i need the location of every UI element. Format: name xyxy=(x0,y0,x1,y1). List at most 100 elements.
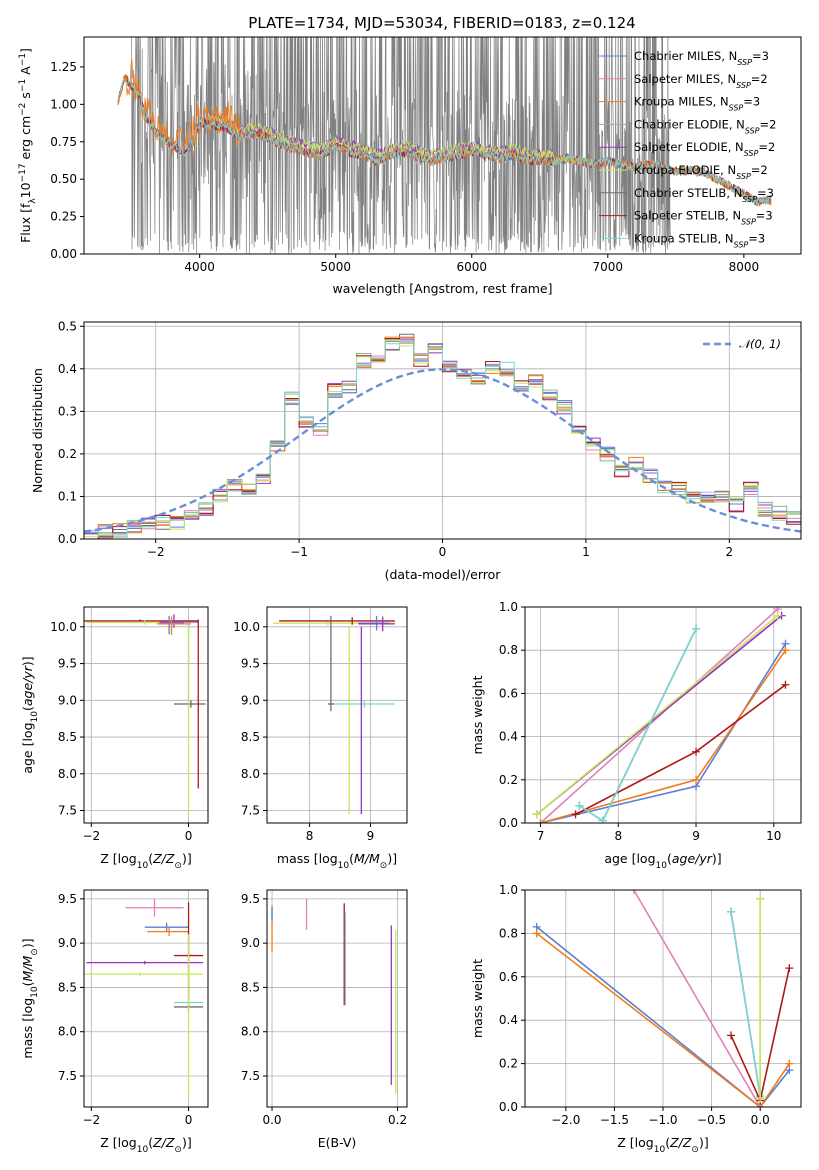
y-tick-label: 0.8 xyxy=(499,926,518,940)
x-tick-label: 5000 xyxy=(320,260,351,274)
chart-Z_age: −2 0 7.5 8.0 8.5 9.0 9.5 10.0 Z [log10(Z/Z⊙)] age… xyxy=(20,606,209,871)
legend-entry: Kroupa ELODIE, NSSP=2 xyxy=(634,163,768,181)
x-tick-label: 7000 xyxy=(593,260,624,274)
mass_age-x-axis-label: mass [log10(M/M⊙)] xyxy=(277,851,397,871)
chart-residual_hist: −2 −1 0 1 2 0.0 0.1 0.2 0.3 0.4 0.5 (data-model)/er… xyxy=(30,319,802,582)
y-tick-label: 9.5 xyxy=(58,892,77,906)
x-tick-label: 0.0 xyxy=(751,1113,770,1127)
series-point xyxy=(532,929,541,938)
series-point xyxy=(598,816,607,823)
y-tick-label: 0.4 xyxy=(499,730,518,744)
series-point xyxy=(781,680,790,689)
plot-layer: 4000 5000 6000 7000 80000.000.250.500.751.00… xyxy=(18,36,802,1155)
chart-Z_massweight: −2.0 −1.5 −1.0 −0.5 0.0 0.0 0.2 0.4 0.6 0.8 1.0 Z [… xyxy=(470,883,802,1155)
chart-ebv_mass: 0.0 0.2 7.5 8.0 8.5 9.0 9.5 E(B-V) xyxy=(241,889,408,1150)
x-tick-label: 9 xyxy=(692,829,700,843)
mass_age-plot-area xyxy=(267,607,407,823)
chart-age_massweight: 7 8 9 10 0.0 0.2 0.4 0.6 0.8 1.0 age [log10(age/yr… xyxy=(470,600,802,871)
chart-Z_mass: −2 0 7.5 8.0 8.5 9.0 9.5 Z [log10(Z/Z⊙)] mass [l… xyxy=(20,889,209,1155)
y-tick-label: 9.0 xyxy=(241,936,260,950)
y-tick-label: 8.5 xyxy=(58,980,77,994)
series-line xyxy=(730,911,761,1097)
y-tick-label: 7.5 xyxy=(58,1069,77,1083)
spectrum-legend: Chabrier MILES, NSSP=3 Salpeter MILES, NS… xyxy=(599,49,776,249)
histogram-y-axis-label: Normed distribution xyxy=(30,368,45,493)
x-tick-label: −2.0 xyxy=(551,1113,580,1127)
series-line xyxy=(536,932,790,1107)
y-tick-label: 0.0 xyxy=(499,1100,518,1114)
axes-frame xyxy=(524,889,802,1108)
y-tick-label: 0.3 xyxy=(58,404,77,418)
x-tick-label: 0.2 xyxy=(388,1113,407,1127)
legend-entry: Chabrier STELIB, NSSP=3 xyxy=(634,186,774,204)
x-tick-label: −2 xyxy=(82,829,100,843)
x-tick-label: 0.0 xyxy=(262,1113,281,1127)
x-tick-label: 1 xyxy=(582,545,590,559)
x-tick-label: −2 xyxy=(82,1113,100,1127)
x-tick-label: 4000 xyxy=(184,260,215,274)
legend-entry: Salpeter STELIB, NSSP=3 xyxy=(634,209,773,227)
x-tick-label: −1.0 xyxy=(648,1113,677,1127)
y-tick-label: 8.5 xyxy=(241,980,260,994)
series-line xyxy=(536,614,779,816)
y-tick-label: 9.5 xyxy=(241,657,260,671)
x-tick-label: 6000 xyxy=(456,260,487,274)
series-point xyxy=(785,964,794,973)
age_massweight-x-axis-label: age [log10(age/yr)] xyxy=(604,851,721,871)
y-tick-label: 0.2 xyxy=(499,1057,518,1071)
y-tick-label: 8.5 xyxy=(241,730,260,744)
spectrum-y-axis-label: Flux [fλ10−17 erg cm−2 s−1 A−1] xyxy=(18,48,38,243)
spectrum-x-axis-label: wavelength [Angstrom, rest frame] xyxy=(332,281,552,296)
series-point xyxy=(692,624,701,633)
normal-distribution-curve xyxy=(84,368,801,533)
series-point xyxy=(756,1094,765,1103)
Z_massweight-y-axis-label: mass weight xyxy=(470,959,485,1038)
y-tick-label: 1.0 xyxy=(499,600,518,614)
chart-mass_age: 8 9 7.5 8.0 8.5 9.0 9.5 10.0 mass [log10(M/M⊙)] xyxy=(233,606,408,871)
axes-frame xyxy=(83,889,209,1108)
axes-frame xyxy=(266,889,408,1108)
Z_age-y-axis-label: age [log10(age/yr)] xyxy=(20,656,40,773)
y-tick-label: 0.6 xyxy=(499,970,518,984)
axes-frame xyxy=(266,606,408,824)
Z_age-x-axis-label: Z [log10(Z/Z⊙)] xyxy=(100,851,191,871)
figure-title: PLATE=1734, MJD=53034, FIBERID=0183, z=0… xyxy=(248,14,635,32)
series-point xyxy=(571,810,580,819)
series-point xyxy=(781,646,790,655)
age_massweight-y-axis-label: mass weight xyxy=(470,675,485,754)
Z_age-plot-area xyxy=(84,607,208,823)
axes-frame xyxy=(524,606,802,824)
x-tick-label: 8 xyxy=(614,829,622,843)
series-point xyxy=(727,907,736,916)
y-tick-label: 0.2 xyxy=(58,447,77,461)
y-tick-label: 0.25 xyxy=(50,210,77,224)
series-point xyxy=(785,1059,794,1068)
Z_mass-x-axis-label: Z [log10(Z/Z⊙)] xyxy=(100,1135,191,1155)
legend-entry: Chabrier MILES, NSSP=3 xyxy=(634,49,769,67)
series-point xyxy=(756,894,765,903)
x-tick-label: −0.5 xyxy=(697,1113,726,1127)
series-point xyxy=(727,1031,736,1040)
y-tick-label: 0.4 xyxy=(58,362,77,376)
y-tick-label: 0.0 xyxy=(499,816,518,830)
histogram-legend-label: 𝒩(0, 1) xyxy=(739,337,781,351)
legend-entry: Kroupa MILES, NSSP=3 xyxy=(634,95,760,113)
y-tick-label: 1.0 xyxy=(499,883,518,897)
Z_mass-plot-area xyxy=(84,890,208,1107)
series-point xyxy=(692,747,701,756)
y-tick-label: 0.2 xyxy=(499,773,518,787)
y-tick-label: 0.1 xyxy=(58,489,77,503)
histogram-x-axis-label: (data-model)/error xyxy=(385,567,502,582)
y-tick-label: 9.5 xyxy=(241,892,260,906)
y-tick-label: 9.0 xyxy=(58,936,77,950)
chart-spectrum: 4000 5000 6000 7000 8000 0.00 0.25 0.50 0.75 1.00… xyxy=(18,36,802,296)
x-tick-label: 8 xyxy=(306,829,314,843)
y-tick-label: 8.5 xyxy=(58,730,77,744)
y-tick-label: 7.5 xyxy=(241,1069,260,1083)
x-tick-label: −2 xyxy=(147,545,165,559)
x-tick-label: 2 xyxy=(725,545,733,559)
ebv_mass-plot-area xyxy=(267,890,407,1107)
y-tick-label: 10.0 xyxy=(50,620,77,634)
residual_hist-plot-area xyxy=(84,322,801,539)
y-tick-label: 7.5 xyxy=(241,804,260,818)
